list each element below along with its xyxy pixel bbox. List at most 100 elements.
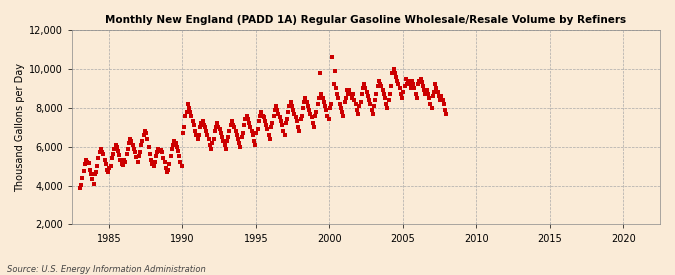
Point — [328, 82, 339, 87]
Point — [238, 131, 248, 135]
Point — [175, 160, 186, 164]
Y-axis label: Thousand Gallons per Day: Thousand Gallons per Day — [15, 63, 25, 192]
Point — [316, 92, 327, 96]
Point — [240, 117, 251, 122]
Point — [311, 109, 322, 114]
Point — [389, 71, 400, 75]
Point — [406, 86, 416, 90]
Point — [406, 78, 417, 83]
Point — [415, 76, 426, 81]
Point — [253, 119, 264, 123]
Point — [355, 100, 366, 104]
Point — [141, 131, 152, 135]
Point — [352, 108, 362, 112]
Point — [344, 88, 355, 92]
Point — [203, 137, 214, 141]
Point — [245, 125, 256, 130]
Point — [179, 125, 190, 130]
Point — [397, 96, 408, 100]
Point — [186, 113, 197, 118]
Point — [338, 113, 349, 118]
Point — [425, 102, 436, 106]
Point — [198, 123, 209, 128]
Point — [399, 84, 410, 89]
Point — [209, 129, 220, 133]
Point — [340, 100, 350, 104]
Point — [364, 98, 375, 102]
Point — [365, 102, 376, 106]
Point — [346, 92, 356, 96]
Point — [227, 119, 238, 123]
Point — [247, 133, 258, 137]
Point — [342, 88, 352, 92]
Point — [125, 137, 136, 141]
Point — [161, 166, 171, 170]
Point — [373, 78, 384, 83]
Point — [146, 158, 157, 163]
Point — [382, 106, 393, 110]
Point — [235, 144, 246, 149]
Point — [323, 117, 334, 122]
Point — [165, 154, 176, 159]
Point — [134, 150, 145, 155]
Point — [310, 113, 321, 118]
Point — [429, 90, 439, 94]
Point — [171, 144, 182, 149]
Point — [137, 139, 148, 143]
Point — [97, 149, 107, 154]
Point — [298, 106, 308, 110]
Point — [122, 152, 132, 157]
Point — [315, 71, 325, 75]
Point — [176, 164, 187, 168]
Point — [436, 94, 447, 98]
Point — [170, 141, 181, 145]
Point — [173, 148, 184, 153]
Point — [331, 86, 342, 90]
Point — [257, 113, 268, 118]
Point — [354, 104, 364, 108]
Point — [398, 90, 409, 94]
Point — [439, 102, 450, 106]
Point — [288, 108, 298, 112]
Point — [181, 109, 192, 114]
Point — [101, 168, 112, 172]
Point — [122, 146, 133, 151]
Point — [174, 154, 185, 159]
Point — [259, 115, 269, 120]
Point — [346, 96, 357, 100]
Point — [200, 129, 211, 133]
Point — [89, 172, 100, 176]
Point — [279, 133, 290, 137]
Point — [418, 84, 429, 89]
Point — [319, 100, 329, 104]
Point — [236, 135, 247, 139]
Point — [381, 102, 392, 106]
Point — [167, 146, 178, 151]
Point — [420, 92, 431, 96]
Point — [143, 144, 154, 149]
Point — [409, 86, 420, 90]
Point — [202, 133, 213, 137]
Point — [301, 100, 312, 104]
Point — [233, 137, 244, 141]
Point — [367, 111, 378, 116]
Point — [340, 96, 351, 100]
Point — [239, 123, 250, 128]
Point — [281, 117, 292, 122]
Point — [244, 121, 254, 125]
Point — [317, 96, 328, 100]
Point — [370, 98, 381, 102]
Point — [424, 96, 435, 100]
Point — [152, 150, 163, 155]
Point — [423, 92, 433, 96]
Point — [313, 96, 324, 100]
Point — [82, 160, 92, 164]
Point — [194, 125, 205, 130]
Point — [155, 147, 166, 152]
Point — [200, 125, 211, 130]
Point — [266, 125, 277, 130]
Point — [169, 139, 180, 143]
Point — [140, 129, 151, 133]
Point — [224, 129, 235, 133]
Point — [219, 142, 230, 147]
